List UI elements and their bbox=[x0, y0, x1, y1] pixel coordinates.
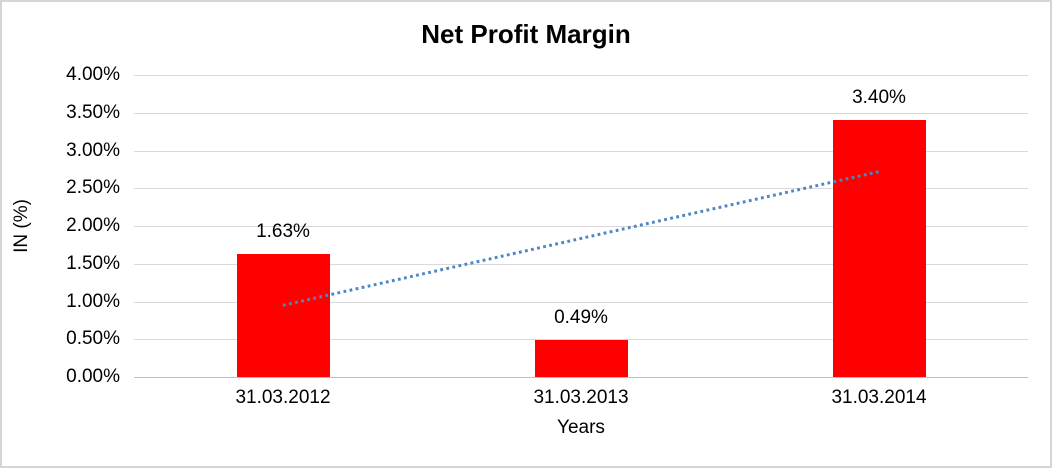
y-tick-label: 2.00% bbox=[66, 215, 120, 236]
chart-title: Net Profit Margin bbox=[421, 19, 631, 49]
gridline bbox=[134, 150, 1028, 152]
y-tick-label: 1.50% bbox=[66, 252, 120, 274]
y-tick-label: 4.00% bbox=[66, 64, 120, 85]
y-tick-label: 0.00% bbox=[66, 366, 120, 387]
x-tick-label: 31.03.2012 bbox=[235, 387, 331, 408]
bar bbox=[832, 120, 926, 377]
bar-data-label: 0.49% bbox=[554, 307, 608, 328]
y-tick-label: 3.50% bbox=[66, 101, 120, 123]
gridline bbox=[134, 112, 1028, 114]
bar bbox=[236, 253, 330, 377]
gridline bbox=[134, 339, 1028, 341]
x-tick-label: 31.03.2014 bbox=[831, 387, 927, 408]
bar-data-label: 3.40% bbox=[852, 87, 906, 109]
bar-data-label: 1.63% bbox=[256, 220, 310, 242]
x-axis-title: Years bbox=[557, 417, 605, 438]
y-tick-label: 2.50% bbox=[66, 177, 120, 199]
y-tick-label: 3.00% bbox=[66, 139, 120, 161]
y-tick-label: 1.00% bbox=[66, 290, 120, 312]
gridline bbox=[134, 75, 1028, 76]
bar bbox=[534, 340, 628, 377]
x-tick-label: 31.03.2013 bbox=[533, 387, 629, 408]
y-tick-label: 0.50% bbox=[66, 328, 120, 350]
x-axis-line bbox=[134, 377, 1028, 378]
